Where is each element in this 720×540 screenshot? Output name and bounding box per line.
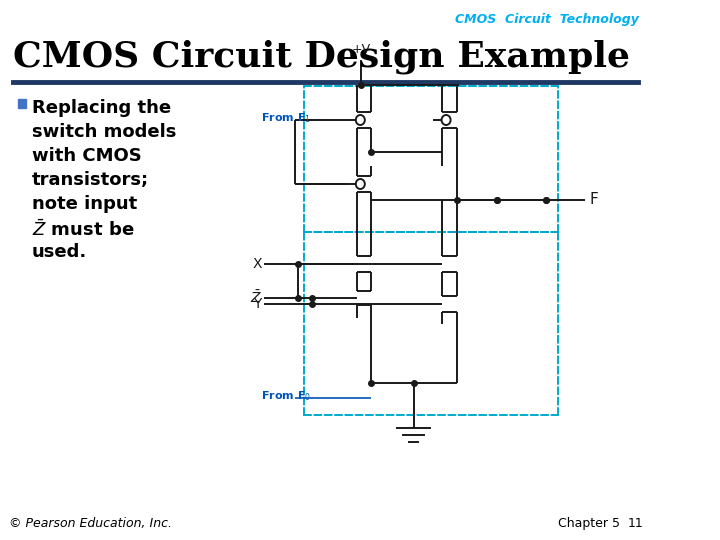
Text: Replacing the: Replacing the [32,99,171,117]
Text: CMOS Circuit Design Example: CMOS Circuit Design Example [13,40,630,75]
Circle shape [441,115,451,125]
Text: note input: note input [32,195,137,213]
Text: with CMOS: with CMOS [32,147,141,165]
Text: Y: Y [253,297,262,311]
Text: used.: used. [32,243,87,261]
Text: X: X [253,257,262,271]
Text: $\bar{Z}$ must be: $\bar{Z}$ must be [32,219,134,240]
Text: switch models: switch models [32,123,176,141]
Text: © Pearson Education, Inc.: © Pearson Education, Inc. [9,517,172,530]
Text: F: F [590,192,598,207]
Text: From F$_0$: From F$_0$ [261,389,311,403]
Text: From F$_1$: From F$_1$ [261,111,311,125]
Circle shape [356,115,365,125]
Text: +V: +V [351,43,371,56]
Text: Chapter 5: Chapter 5 [558,517,620,530]
Text: CMOS  Circuit  Technology: CMOS Circuit Technology [456,13,639,26]
Text: $\bar{Z}$: $\bar{Z}$ [250,289,262,306]
Text: 11: 11 [628,517,644,530]
Circle shape [356,179,365,189]
Bar [18,99,26,108]
Text: transistors;: transistors; [32,171,149,189]
